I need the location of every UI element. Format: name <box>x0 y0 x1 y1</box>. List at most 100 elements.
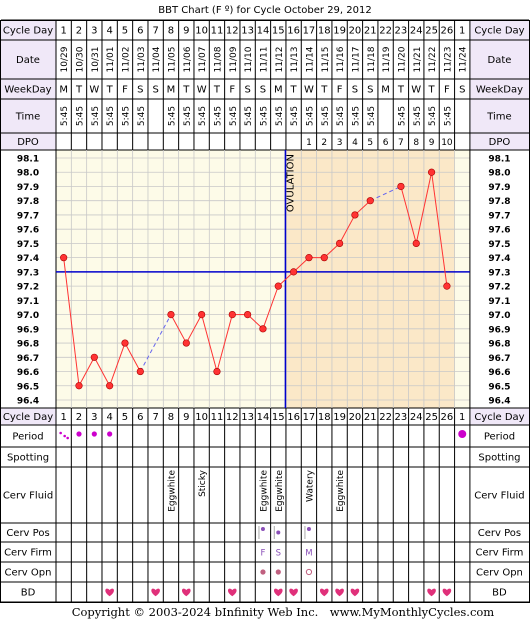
row-label-period: Period <box>484 432 515 443</box>
cycle-day-label: 26 <box>441 26 454 37</box>
cycle-day-label: 5 <box>122 26 128 37</box>
weekday-label: W <box>304 85 314 96</box>
y-tick-label: 96.9 <box>488 325 510 335</box>
y-tick-label: 97.1 <box>488 297 510 307</box>
period-medium-marker <box>107 431 113 437</box>
row-header-bg <box>1 408 56 425</box>
cycle-day-label: 19 <box>333 412 346 423</box>
temperature-point <box>397 182 405 191</box>
cycle-day-label: 5 <box>122 412 128 423</box>
date-label: 10/29 <box>60 46 70 72</box>
time-label: 5:45 <box>183 106 193 126</box>
y-tick-label: 97.9 <box>488 183 510 193</box>
date-label: 11/08 <box>213 46 223 72</box>
dpo-label: 10 <box>441 138 453 148</box>
date-label: 11/07 <box>198 47 208 73</box>
time-label: 5:45 <box>305 106 315 126</box>
y-tick-label: 97.2 <box>488 283 510 293</box>
cycle-day-label: 21 <box>364 26 377 37</box>
bd-heart-icon <box>151 588 160 597</box>
weekday-label: W <box>411 85 421 96</box>
dpo-label: 3 <box>337 138 343 148</box>
bd-heart-icon <box>319 588 329 597</box>
cycle-day-label: 4 <box>106 412 112 423</box>
time-label: 5:45 <box>428 106 438 126</box>
temperature-segment <box>339 214 356 244</box>
cycle-day-label: 22 <box>379 26 392 37</box>
time-label: 5:45 <box>367 106 377 126</box>
temperature-point <box>90 353 98 361</box>
y-tick-label: 97.0 <box>17 311 39 321</box>
row-label-dpo: DPO <box>17 137 39 148</box>
cerv-opn-closed-marker <box>275 569 281 575</box>
date-label: 11/02 <box>121 47 131 73</box>
cycle-day-label: 12 <box>226 412 239 423</box>
cycle-day-label: 22 <box>379 412 392 423</box>
y-tick-label: 96.8 <box>488 340 510 350</box>
temperature-segment <box>124 342 141 372</box>
cycle-day-label: 14 <box>257 412 270 423</box>
ovulation-label: OVULATION <box>285 154 296 212</box>
date-label: 11/13 <box>290 47 300 73</box>
y-tick-label: 98.1 <box>488 155 510 165</box>
y-tick-label: 96.6 <box>17 368 39 378</box>
y-tick-label: 96.8 <box>17 340 39 350</box>
time-label: 5:45 <box>413 106 423 126</box>
temperature-segment <box>185 314 203 344</box>
website-link[interactable]: www.MyMonthlyCycles.com <box>330 605 495 619</box>
temperature-segment <box>139 314 172 372</box>
row-header-bg <box>469 20 529 40</box>
y-tick-label: 96.6 <box>488 368 510 378</box>
time-label: 5:45 <box>259 106 269 126</box>
y-tick-label: 97.2 <box>17 283 39 293</box>
y-tick-label: 97.8 <box>17 197 39 207</box>
dpo-label: 5 <box>367 138 373 148</box>
temperature-point <box>366 197 374 205</box>
luteal-phase-area <box>285 150 455 408</box>
time-label: 5:45 <box>213 106 223 126</box>
date-label: 11/04 <box>152 46 162 72</box>
weekday-label: M <box>59 85 68 96</box>
y-tick-label: 97.7 <box>17 211 39 221</box>
y-tick-label: 97.1 <box>17 297 39 307</box>
cycle-day-label: 6 <box>137 26 143 37</box>
y-tick-label: 97.3 <box>17 268 39 278</box>
time-label: 5:45 <box>244 106 254 126</box>
dpo-label: 7 <box>398 138 404 148</box>
bd-heart-icon <box>273 588 283 597</box>
bd-heart-icon <box>105 588 114 597</box>
cycle-day-label: 6 <box>137 412 143 423</box>
row-label-spotting: Spotting <box>478 453 520 464</box>
cycle-day-label: 17 <box>303 412 316 423</box>
row-header-bg <box>1 40 56 79</box>
date-label: 11/20 <box>397 46 407 72</box>
time-label: 5:45 <box>275 106 285 126</box>
cycle-day-label: 16 <box>287 26 300 37</box>
row-label-date: Date <box>488 55 512 66</box>
period-medium-marker <box>76 431 82 437</box>
weekday-label: S <box>367 85 373 96</box>
row-label-cycle_day: Cycle Day <box>474 412 524 423</box>
cycle-day-label: 20 <box>349 412 362 423</box>
row-header-bg <box>1 133 56 150</box>
y-tick-label: 97.7 <box>488 211 510 221</box>
cerv-fluid-label: Eggwhite <box>275 470 285 512</box>
time-label: 5:45 <box>91 106 101 126</box>
dpo-label: 8 <box>413 138 419 148</box>
weekday-label: S <box>260 85 266 96</box>
cerv-pos-marker <box>276 530 281 535</box>
cerv-fluid-label: Sticky <box>198 469 208 497</box>
time-label: 5:45 <box>336 106 346 126</box>
bd-heart-icon <box>427 588 436 597</box>
y-tick-label: 96.7 <box>17 354 39 364</box>
cycle-day-label: 23 <box>395 26 408 37</box>
temperature-segment <box>415 172 433 244</box>
cycle-day-label: 15 <box>272 26 285 37</box>
y-tick-label: 97.8 <box>488 197 510 207</box>
temperature-point <box>305 254 313 262</box>
weekday-label: T <box>182 85 190 96</box>
dpo-label: 4 <box>352 138 358 148</box>
row-label-cerv_pos: Cerv Pos <box>478 528 521 539</box>
period-light-marker <box>66 436 69 440</box>
row-header-bg <box>469 133 529 150</box>
